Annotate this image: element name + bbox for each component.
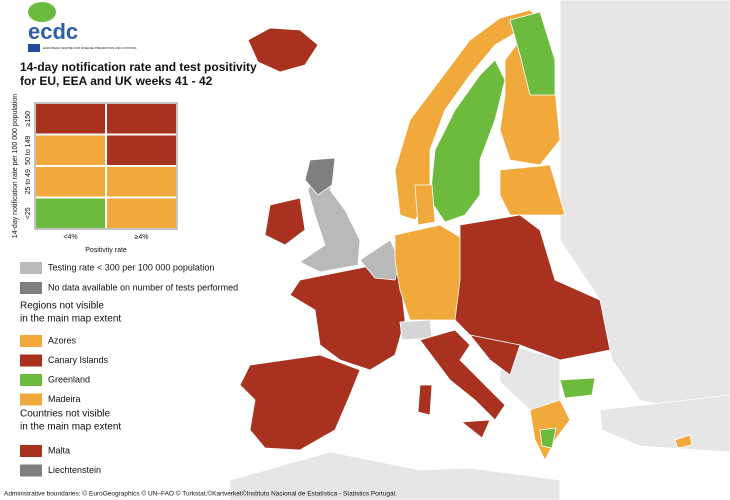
central-east (454, 214, 611, 361)
iceland (247, 27, 319, 73)
x-axis-label: Positivity rate (85, 247, 127, 254)
column-label: ≥4% (135, 234, 149, 241)
non-eu-land (599, 394, 730, 453)
baltics (499, 164, 566, 216)
matrix-cell (36, 167, 105, 197)
eu-flag (28, 44, 40, 52)
legend-label: Testing rate < 300 per 100 000 populatio… (48, 262, 214, 272)
legend-label: Azores (48, 335, 77, 345)
footer: Administrative boundaries: © EuroGeograp… (4, 490, 397, 498)
iberia (239, 354, 361, 451)
legend-label: No data available on number of tests per… (48, 282, 238, 292)
title: 14-day notification rate and test positi… (20, 60, 257, 74)
legend-swatch (20, 262, 42, 274)
matrix-cell (107, 104, 176, 134)
italy (419, 329, 506, 421)
logo-globe (28, 2, 56, 22)
legend-swatch (20, 393, 42, 406)
matrix-cell (36, 104, 105, 134)
legend-swatch (20, 354, 42, 367)
legend-heading: in the main map extent (20, 422, 121, 433)
legend-label: Canary Islands (48, 355, 109, 365)
matrix-cell (36, 135, 105, 165)
ireland (264, 197, 306, 246)
matrix-cell (107, 135, 176, 165)
legend-swatch (20, 464, 42, 477)
non-eu-land (559, 0, 730, 421)
row-label: 50 to 149 (25, 136, 32, 165)
legend-heading: Countries not visible (20, 409, 110, 420)
germany (394, 224, 466, 321)
logo-text: ecdc (28, 19, 78, 44)
legend-label: Madeira (48, 394, 81, 404)
legend-heading: Regions not visible (20, 301, 104, 312)
greece-region (539, 427, 557, 449)
denmark (414, 184, 436, 226)
legend-label: Liechtenstein (48, 465, 101, 475)
sicily (460, 419, 491, 439)
row-label: ≥150 (25, 111, 32, 127)
logo: ecdc EUROPEAN CENTRE FOR DISEASE PREVENT… (28, 2, 137, 52)
row-label: <25 (25, 207, 32, 219)
legend-swatch (20, 445, 42, 457)
matrix-cell (36, 198, 105, 228)
sardinia (417, 384, 433, 416)
legend-swatch (20, 374, 42, 386)
bulgaria (559, 377, 596, 399)
legend-swatch (20, 282, 42, 294)
logo-subtitle: EUROPEAN CENTRE FOR DISEASE PREVENTION A… (43, 46, 137, 50)
column-label: <4% (63, 234, 77, 241)
croatia (469, 334, 521, 376)
france (289, 264, 406, 371)
non-eu-land (229, 451, 561, 500)
sweden (429, 59, 506, 223)
matrix-cell (107, 198, 176, 228)
legend-heading: in the main map extent (20, 314, 121, 325)
map (229, 0, 730, 500)
cyprus (674, 434, 693, 449)
matrix-cell (107, 167, 176, 197)
legend-label: Greenland (48, 374, 90, 384)
legend-label: Malta (48, 445, 70, 455)
row-label: 25 to 49 (25, 169, 32, 194)
scotland (304, 157, 336, 196)
y-axis-label: 14-day notification rate per 100 000 pop… (12, 94, 19, 238)
legend-swatch (20, 335, 42, 347)
switzerland (399, 319, 433, 341)
finland-north (509, 11, 556, 96)
matrix-frame (34, 102, 178, 230)
title: for EU, EEA and UK weeks 41 - 42 (20, 74, 213, 88)
